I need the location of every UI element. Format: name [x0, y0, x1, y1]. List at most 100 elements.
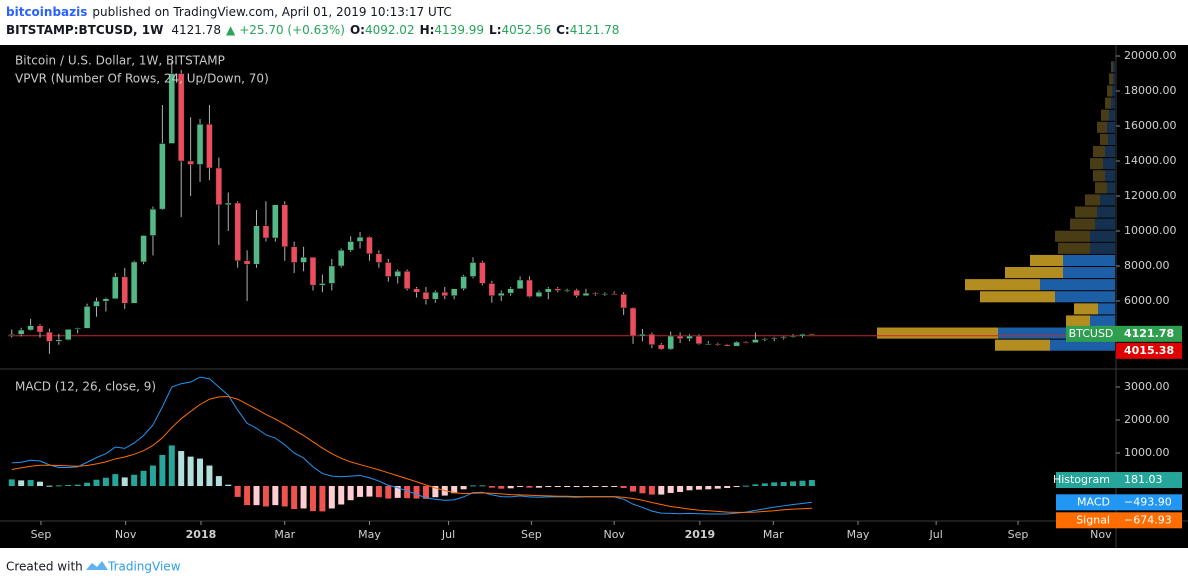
candle-body	[55, 339, 63, 342]
candle-body	[64, 329, 72, 341]
last-price-name: BTCUSD	[1069, 327, 1114, 340]
candle-body	[460, 276, 467, 289]
histogram-bar	[102, 477, 109, 487]
candle-body	[93, 300, 100, 307]
candle-body	[629, 307, 637, 337]
published: published on TradingView.com, April 01, …	[92, 5, 451, 19]
vpvr-up-bar	[1100, 194, 1115, 206]
candle-body	[121, 276, 128, 304]
low-value: 4052.56	[502, 23, 552, 37]
candle-body	[516, 279, 524, 289]
candle-body	[789, 335, 797, 338]
vpvr-down-bar	[1074, 303, 1098, 315]
candle-body	[140, 235, 147, 263]
histogram-bar	[300, 486, 307, 509]
vpvr-up-bar	[1111, 97, 1115, 109]
histogram-bar	[752, 484, 759, 487]
change: +25.70 (+0.63%)	[239, 23, 345, 37]
candle-body	[450, 288, 458, 296]
vpvr-up-bar	[1063, 254, 1115, 267]
candle-body	[808, 333, 816, 336]
histogram-bar	[601, 486, 608, 488]
vpvr-down-bar	[1111, 61, 1113, 73]
histogram-bar	[667, 486, 674, 493]
candle-body	[196, 124, 204, 165]
macd-line	[11, 376, 812, 515]
vpvr-down-bar	[1097, 121, 1107, 133]
y-tick-label: 8000.00	[1124, 259, 1170, 272]
candle-body	[27, 325, 34, 331]
histogram-bar	[215, 476, 222, 487]
candle-body	[225, 202, 232, 206]
histogram-bar	[780, 482, 787, 487]
indicator-tag-name: Histogram	[1053, 473, 1110, 486]
histogram-bar	[347, 486, 354, 501]
histogram-bar	[55, 485, 62, 487]
histogram-bar	[206, 465, 213, 487]
candle-body	[300, 256, 307, 263]
histogram-bar	[291, 486, 298, 510]
histogram-bar	[460, 486, 467, 490]
candle-body	[328, 265, 336, 284]
vpvr-up-bar	[998, 327, 1115, 339]
author[interactable]: bitcoinbazis	[6, 5, 87, 19]
candle-body	[262, 225, 270, 239]
histogram-bar	[733, 486, 740, 488]
vpvr-down-bar	[965, 279, 1040, 291]
vpvr-down-bar	[1100, 133, 1108, 145]
vpvr-up-bar	[1109, 109, 1115, 121]
candle-body	[394, 270, 401, 277]
indicator-tag	[1056, 512, 1182, 529]
candle-body	[159, 143, 166, 210]
candle-body	[554, 288, 561, 291]
x-tick-label: Sep	[1008, 528, 1029, 541]
histogram-bar	[234, 486, 241, 497]
vpvr-up-bar	[1095, 218, 1115, 230]
histogram-bar	[18, 480, 25, 487]
up-arrow: ▲	[226, 23, 236, 37]
candle-body	[149, 208, 157, 236]
symbol: BITSTAMP:BTCUSD, 1W	[6, 23, 163, 37]
histogram-bar	[686, 486, 693, 491]
low-label: L:	[489, 23, 501, 37]
vpvr-up-bar	[1097, 206, 1115, 218]
histogram-bar	[761, 483, 768, 487]
histogram-bar	[168, 445, 175, 487]
candle-body	[592, 292, 599, 295]
candle-body	[356, 236, 364, 242]
footer-brand[interactable]: TradingView	[107, 560, 181, 574]
histogram-bar	[554, 486, 561, 488]
x-tick-label: Nov	[603, 528, 625, 541]
candle-body	[469, 262, 477, 277]
histogram-bar	[366, 486, 373, 497]
histogram-bar	[37, 481, 44, 487]
close-value: 4121.78	[570, 23, 620, 37]
vpvr-up-bar	[1040, 279, 1115, 291]
candle-body	[168, 73, 176, 144]
histogram-bar	[404, 486, 411, 499]
header-line-1: bitcoinbazis published on TradingView.com…	[6, 5, 452, 19]
candle-body	[573, 289, 580, 296]
histogram-bar	[790, 481, 797, 487]
histogram-bar	[535, 486, 542, 488]
y-tick-label: 16000.00	[1124, 119, 1177, 132]
candle-body	[441, 291, 449, 296]
candle-body	[563, 289, 571, 292]
y-tick-label: 10000.00	[1124, 224, 1177, 237]
y-tick-label: 6000.00	[1124, 294, 1170, 307]
y-tick-label: 1000.00	[1124, 446, 1170, 459]
candle-body	[403, 270, 411, 289]
x-tick-label: May	[358, 528, 381, 541]
vpvr-down-bar	[877, 327, 998, 339]
histogram-bar	[178, 451, 185, 487]
histogram-bar	[714, 486, 721, 489]
candle-body	[686, 335, 693, 339]
candle-body	[290, 246, 298, 263]
histogram-bar	[225, 484, 232, 487]
vpvr-up-bar	[1107, 182, 1115, 194]
vpvr-down-bar	[1075, 206, 1097, 218]
close-label: C:	[556, 23, 570, 37]
candle-body	[83, 306, 91, 329]
histogram-bar	[46, 485, 53, 487]
